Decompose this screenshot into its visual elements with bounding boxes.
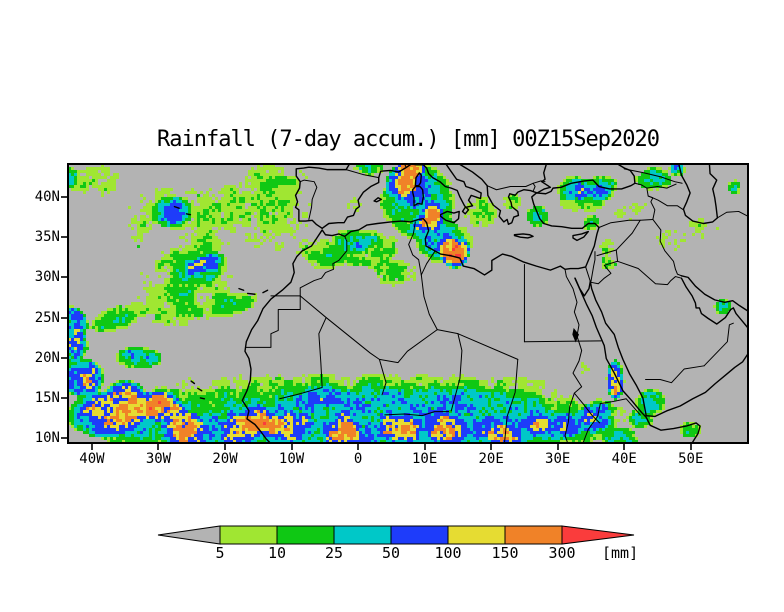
x-tick-label-20W: 20W <box>212 451 238 467</box>
x-tick-label-10W: 10W <box>278 451 305 467</box>
colorbar-level-label-50: 50 <box>381 544 401 562</box>
y-tick-label-35N: 35N <box>34 229 60 246</box>
x-tick-label-20E: 20E <box>478 451 504 467</box>
y-tick-label-20N: 20N <box>34 349 60 366</box>
colorbar-level-label-300: 300 <box>548 544 576 562</box>
colorbar-level-label-25: 25 <box>324 544 344 562</box>
y-tick-label-10N: 10N <box>34 430 60 447</box>
x-tick-label-50E: 50E <box>678 451 704 467</box>
colorbar-over-arrow <box>561 525 635 545</box>
colorbar-under-arrow <box>157 525 221 545</box>
colorbar-segment-4 <box>447 525 506 545</box>
colorbar-legend: 5 10 25 50 100 150 300 [mm] <box>150 524 710 568</box>
colorbar-unit-label: [mm] <box>602 544 639 562</box>
x-tick-label-30W: 30W <box>145 451 172 467</box>
y-tick-label-40N: 40N <box>34 188 60 205</box>
y-tick-label-15N: 15N <box>34 389 60 406</box>
colorbar-level-label-10: 10 <box>267 544 287 562</box>
colorbar-segment-3 <box>390 525 449 545</box>
colorbar-shape <box>157 525 635 545</box>
x-tick-label-0: 0 <box>353 451 363 467</box>
x-tick-label-40E: 40E <box>611 451 637 467</box>
colorbar-level-label-150: 150 <box>491 544 519 562</box>
colorbar-segment-5 <box>504 525 563 545</box>
colorbar-segment-0 <box>219 525 278 545</box>
colorbar-level-label-100: 100 <box>434 544 462 562</box>
colorbar-segment-2 <box>333 525 392 545</box>
colorbar-level-label-5: 5 <box>215 544 225 562</box>
x-tick-label-10E: 10E <box>411 451 438 467</box>
x-tick-label-30E: 30E <box>545 451 571 467</box>
y-tick-label-30N: 30N <box>34 269 60 286</box>
y-tick-label-25N: 25N <box>34 309 60 326</box>
x-tick-label-40W: 40W <box>79 451 105 467</box>
plot-title: Rainfall (7-day accum.) [mm] 00Z15Sep202… <box>156 127 660 152</box>
colorbar-segment-1 <box>276 525 335 545</box>
